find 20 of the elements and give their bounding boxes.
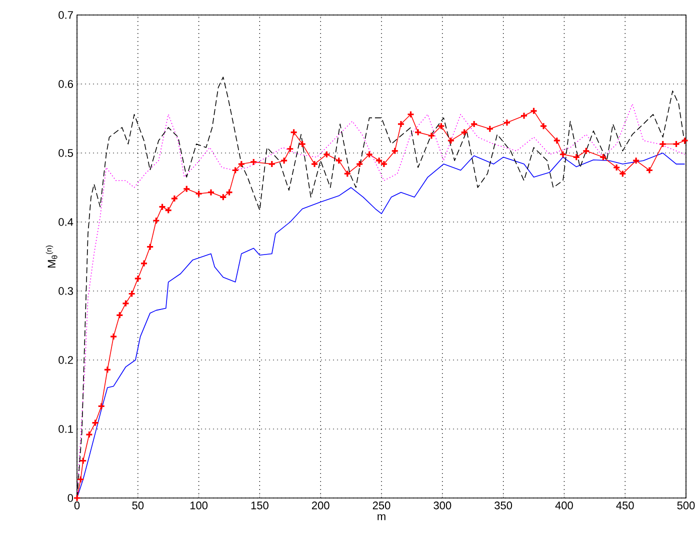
- y-tick-label: 0.1: [58, 425, 73, 433]
- y-tick-label: 0.7: [58, 11, 73, 19]
- x-tick-label: 350: [494, 502, 512, 510]
- y-tick-label: 0.5: [58, 149, 73, 157]
- x-tick-label: 500: [677, 502, 695, 510]
- y-tick-label: 0.6: [58, 80, 73, 88]
- x-tick-label: 50: [132, 502, 144, 510]
- x-tick-label: 300: [434, 502, 452, 510]
- x-tick-label: 100: [190, 502, 208, 510]
- y-tick-label: 0.2: [58, 356, 73, 364]
- x-tick-label: 250: [372, 502, 390, 510]
- x-tick-label: 0: [74, 502, 80, 510]
- x-tick-label: 450: [616, 502, 634, 510]
- x-tick-label: 400: [555, 502, 573, 510]
- y-tick-label: 0.4: [58, 218, 74, 226]
- y-tick-label: 0: [68, 494, 74, 502]
- y-tick-label: 0.3: [58, 287, 73, 295]
- x-tick-label: 200: [312, 502, 330, 510]
- x-tick-label: 150: [251, 502, 268, 510]
- x-axis-title: m: [378, 514, 386, 520]
